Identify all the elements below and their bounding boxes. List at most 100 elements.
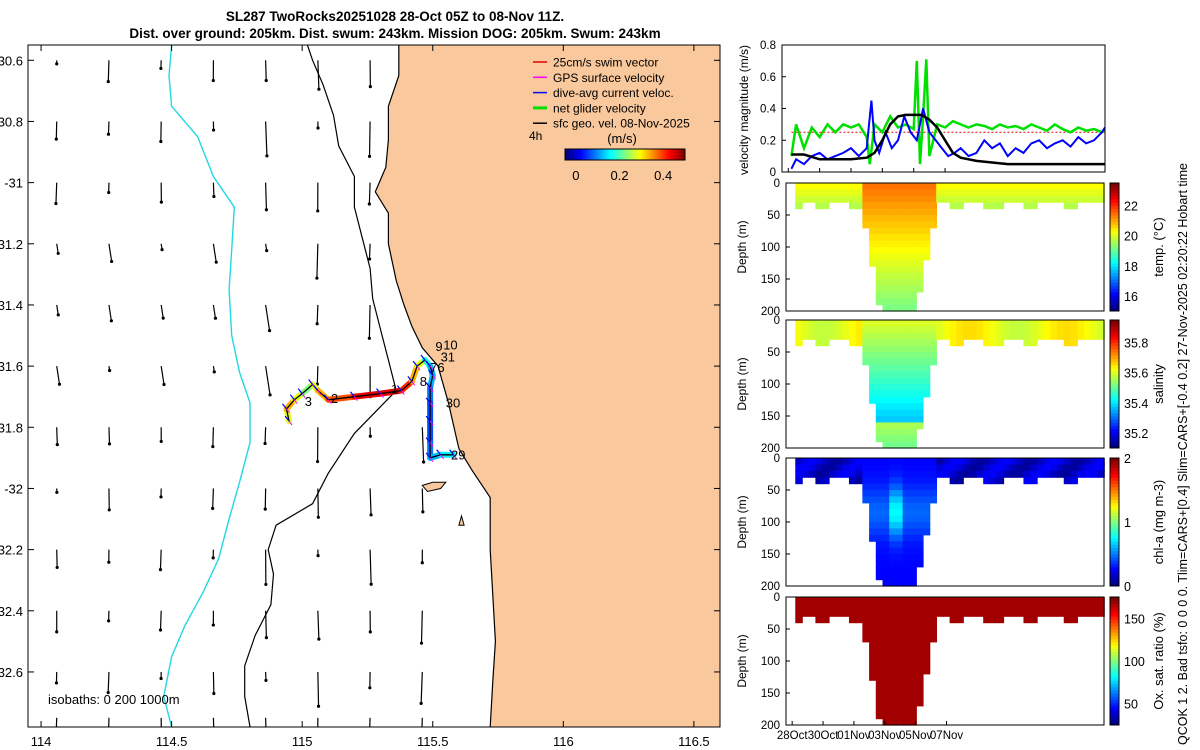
- section-cell: [895, 477, 904, 485]
- geostrophic-arrow-head: [106, 132, 111, 136]
- section-cell: [902, 566, 911, 574]
- section-colorbar-cell: [1110, 490, 1119, 494]
- section-colorbar-cell: [1110, 256, 1119, 261]
- section-colorbar-cell: [1110, 606, 1119, 611]
- section-cell: [889, 616, 897, 624]
- section-cell: [1050, 458, 1058, 465]
- section-cell: [942, 458, 951, 465]
- section-cell: [828, 609, 837, 617]
- section-colorbar-cell: [1110, 603, 1119, 608]
- section-ytick-label: 100: [761, 242, 780, 254]
- section-cell: [902, 680, 911, 688]
- section-cell: [1057, 183, 1065, 190]
- section-colorbar-cell: [1110, 192, 1119, 197]
- section-cell: [909, 603, 917, 611]
- section-colorbar-cell: [1110, 696, 1119, 700]
- section-cell: [1063, 464, 1072, 472]
- section-cell: [909, 648, 917, 656]
- section-cell: [929, 332, 938, 340]
- section-cell: [828, 189, 837, 197]
- section-cell: [1030, 477, 1038, 485]
- section-cell: [889, 515, 897, 523]
- section-cell: [916, 266, 924, 274]
- section-cell: [801, 603, 810, 611]
- section-cell: [902, 528, 911, 536]
- section-cell: [909, 680, 917, 688]
- section-cell: [916, 396, 924, 404]
- section-cell: [889, 320, 897, 327]
- section-cell: [882, 332, 891, 340]
- geostrophic-arrow-head: [162, 382, 166, 387]
- section-cell: [895, 522, 904, 529]
- section-cell: [916, 215, 924, 222]
- section-cell: [922, 215, 931, 222]
- geostrophic-arrow: [369, 488, 372, 515]
- section-colorbar-tick: 100: [1124, 655, 1145, 669]
- section-cell: [902, 712, 911, 720]
- geostrophic-arrow-head: [211, 444, 215, 449]
- geostrophic-arrow-head: [107, 190, 111, 195]
- section-cell: [889, 416, 897, 423]
- section-cell: [862, 332, 870, 340]
- section-cell: [835, 458, 844, 465]
- section-cell: [875, 554, 884, 561]
- section-cell: [875, 428, 884, 436]
- section-cell: [875, 502, 884, 510]
- section-cell: [862, 464, 870, 472]
- section-cell: [882, 409, 891, 417]
- map-colorbar-cell: [575, 149, 578, 160]
- section-cell: [889, 458, 897, 465]
- section-cell: [848, 609, 857, 617]
- section-cell: [882, 560, 891, 568]
- geostrophic-arrow-head: [316, 554, 320, 558]
- section-colorbar-tick: 35.4: [1124, 397, 1148, 411]
- section-cell: [902, 477, 911, 485]
- section-cell: [875, 458, 884, 465]
- section-cell: [889, 622, 897, 630]
- section-cell: [1023, 470, 1031, 478]
- section-cell: [909, 189, 917, 197]
- section-cell: [909, 202, 917, 210]
- section-cell: [869, 528, 877, 536]
- dive-avg-vector: [284, 415, 290, 422]
- section-cell: [875, 183, 884, 190]
- section-colorbar-cell: [1110, 342, 1119, 347]
- map-colorbar-cell: [583, 149, 586, 160]
- section-cell: [869, 377, 877, 385]
- section-cell: [983, 195, 991, 203]
- track-day-label: 31: [441, 350, 455, 365]
- section-cell: [889, 422, 897, 430]
- section-cell: [902, 609, 911, 617]
- section-cell: [1016, 597, 1025, 604]
- section-cell: [882, 603, 891, 611]
- section-cell: [855, 339, 864, 347]
- section-cell: [909, 279, 917, 286]
- section-cell: [1090, 458, 1099, 465]
- section-cell: [795, 609, 803, 617]
- section-cell: [889, 371, 897, 379]
- section-cell: [916, 693, 924, 700]
- map-colorbar-cell: [655, 149, 658, 160]
- geostrophic-arrow: [56, 366, 61, 385]
- section-colorbar-cell: [1110, 282, 1119, 286]
- section-cell: [862, 483, 870, 491]
- section-cell: [875, 629, 884, 636]
- section-cell: [889, 490, 897, 497]
- section-cell: [842, 470, 850, 478]
- section-cell: [895, 718, 904, 726]
- section-cell: [808, 332, 817, 340]
- geostrophic-arrow-head: [316, 735, 319, 738]
- legend-label: sfc geo. vel. 08-Nov-2025: [553, 117, 690, 131]
- section-cell: [929, 483, 938, 491]
- section-cell: [909, 208, 917, 216]
- section-cell: [916, 609, 924, 617]
- section-cell: [1097, 320, 1105, 327]
- section-cell: [1023, 616, 1031, 624]
- section-cell: [895, 377, 904, 385]
- section-cell: [895, 483, 904, 491]
- section-cell: [916, 377, 924, 385]
- section-cell: [882, 483, 891, 491]
- section-cell: [1023, 339, 1031, 347]
- section-cell: [1077, 195, 1085, 203]
